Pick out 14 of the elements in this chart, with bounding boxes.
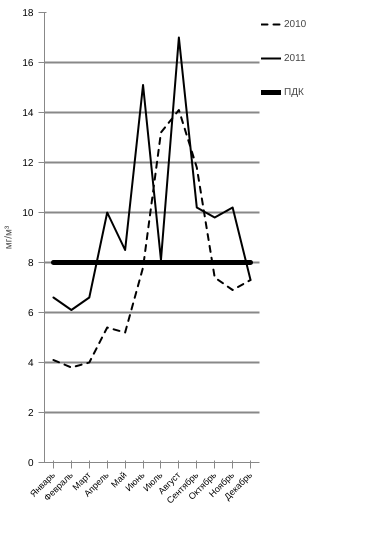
legend-label: ПДК bbox=[284, 86, 304, 98]
y-tick-label: 4 bbox=[28, 358, 34, 369]
legend-label: 2011 bbox=[284, 52, 306, 64]
y-tick-label: 2 bbox=[28, 408, 34, 419]
y-axis-title: мг/м³ bbox=[3, 225, 14, 250]
y-tick-label: 8 bbox=[28, 258, 34, 269]
y-tick-label: 0 bbox=[28, 458, 34, 469]
y-tick-label: 14 bbox=[22, 108, 34, 119]
y-tick-label: 18 bbox=[22, 8, 34, 19]
legend-label: 2010 bbox=[284, 18, 306, 30]
y-tick-label: 10 bbox=[22, 208, 34, 219]
y-tick-label: 12 bbox=[22, 158, 34, 169]
y-tick-label: 16 bbox=[22, 58, 34, 69]
y-tick-label: 6 bbox=[28, 308, 34, 319]
